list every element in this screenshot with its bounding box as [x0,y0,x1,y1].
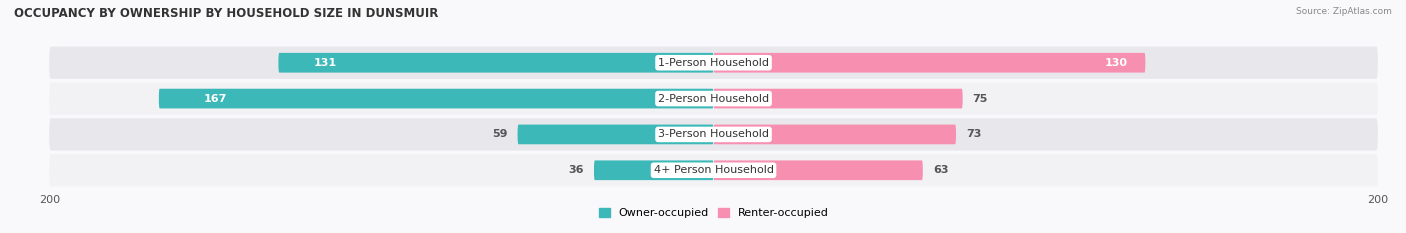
Text: 73: 73 [966,129,981,139]
FancyBboxPatch shape [159,89,713,108]
FancyBboxPatch shape [278,53,713,73]
Text: 131: 131 [314,58,336,68]
FancyBboxPatch shape [49,118,1378,151]
Text: 3-Person Household: 3-Person Household [658,129,769,139]
FancyBboxPatch shape [49,82,1378,115]
Legend: Owner-occupied, Renter-occupied: Owner-occupied, Renter-occupied [599,208,828,218]
Text: 75: 75 [973,94,988,104]
Text: OCCUPANCY BY OWNERSHIP BY HOUSEHOLD SIZE IN DUNSMUIR: OCCUPANCY BY OWNERSHIP BY HOUSEHOLD SIZE… [14,7,439,20]
Text: 59: 59 [492,129,508,139]
FancyBboxPatch shape [517,125,713,144]
Text: 130: 130 [1105,58,1128,68]
FancyBboxPatch shape [49,154,1378,186]
FancyBboxPatch shape [713,160,922,180]
FancyBboxPatch shape [713,125,956,144]
Text: Source: ZipAtlas.com: Source: ZipAtlas.com [1296,7,1392,16]
Text: 167: 167 [204,94,226,104]
FancyBboxPatch shape [713,53,1146,73]
Text: 4+ Person Household: 4+ Person Household [654,165,773,175]
FancyBboxPatch shape [593,160,713,180]
FancyBboxPatch shape [49,47,1378,79]
Text: 1-Person Household: 1-Person Household [658,58,769,68]
Text: 63: 63 [932,165,948,175]
Text: 36: 36 [568,165,583,175]
FancyBboxPatch shape [713,89,963,108]
Text: 2-Person Household: 2-Person Household [658,94,769,104]
